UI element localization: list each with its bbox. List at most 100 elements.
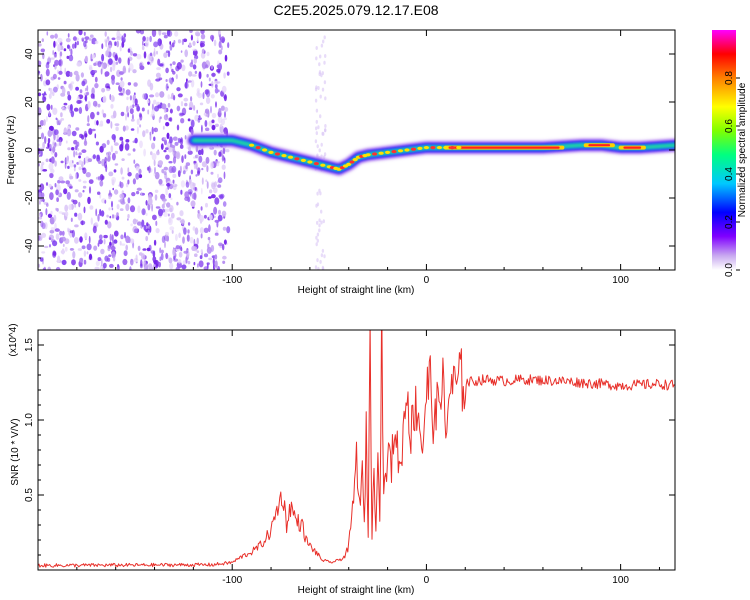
noise-speckle: [172, 146, 176, 153]
noise-speckle: [205, 202, 208, 208]
noise-speckle: [185, 255, 188, 264]
noise-speckle: [87, 196, 91, 205]
noise-speckle: [183, 97, 189, 102]
noise-speckle: [174, 141, 179, 146]
noise-speckle: [177, 259, 182, 264]
noise-speckle: [195, 174, 198, 177]
noise-speckle: [208, 214, 213, 221]
noise-speckle: [122, 258, 128, 266]
noise-speckle: [88, 38, 93, 41]
noise-speckle: [116, 40, 120, 48]
noise-speckle: [61, 236, 66, 242]
noise-speckle: [224, 107, 229, 112]
noise-speckle: [111, 152, 116, 161]
noise-speckle: [104, 71, 110, 77]
noise-speckle: [315, 203, 318, 208]
noise-speckle: [73, 166, 76, 172]
noise-speckle: [52, 50, 54, 56]
noise-speckle: [163, 149, 167, 153]
noise-speckle: [152, 99, 157, 105]
snr-plot-area: [38, 330, 675, 568]
noise-speckle: [54, 183, 57, 188]
noise-speckle: [84, 96, 87, 101]
noise-speckle: [314, 265, 318, 270]
noise-speckle: [172, 156, 177, 164]
noise-speckle: [222, 146, 226, 155]
noise-speckle: [133, 82, 138, 87]
noise-speckle: [142, 40, 144, 46]
noise-speckle: [199, 227, 204, 234]
noise-speckle: [319, 114, 322, 119]
y-tick-label: -20: [24, 190, 35, 205]
noise-speckle: [52, 251, 57, 256]
noise-speckle: [223, 171, 226, 180]
noise-speckle: [214, 219, 220, 223]
noise-speckle: [211, 124, 216, 131]
noise-speckle: [133, 159, 136, 164]
noise-speckle: [101, 53, 105, 62]
noise-speckle: [314, 98, 318, 103]
noise-speckle: [169, 226, 175, 231]
noise-speckle: [83, 40, 87, 48]
noise-speckle: [78, 107, 83, 114]
noise-speckle: [127, 214, 130, 219]
colorbar-tick-label: 0.2: [724, 215, 735, 229]
noise-speckle: [108, 207, 111, 211]
noise-speckle: [150, 250, 156, 254]
noise-speckle: [47, 138, 51, 144]
noise-speckle: [70, 110, 75, 118]
noise-speckle: [149, 225, 152, 233]
x-tick-label: -100: [222, 575, 242, 586]
noise-speckle: [146, 99, 150, 104]
noise-speckle: [155, 92, 159, 98]
noise-speckle: [324, 124, 327, 128]
noise-speckle: [58, 211, 63, 214]
noise-speckle: [120, 234, 124, 240]
noise-speckle: [214, 197, 220, 205]
snr-y-label: SNR (10 * V/V): [10, 418, 21, 485]
noise-speckle: [140, 259, 143, 267]
noise-speckle: [71, 147, 75, 151]
noise-speckle: [129, 95, 132, 101]
noise-speckle: [129, 108, 134, 115]
noise-speckle: [153, 260, 157, 264]
noise-speckle: [81, 245, 86, 250]
noise-speckle: [206, 181, 209, 189]
noise-speckle: [67, 33, 70, 38]
noise-speckle: [142, 36, 146, 42]
ridge-blob: [320, 163, 326, 167]
noise-speckle: [92, 154, 97, 160]
noise-speckle: [120, 111, 125, 117]
noise-speckle: [317, 266, 320, 270]
noise-speckle: [50, 156, 55, 164]
noise-speckle: [318, 62, 321, 67]
noise-speckle: [108, 254, 112, 257]
noise-speckle: [107, 44, 112, 49]
noise-speckle: [318, 148, 321, 153]
colorbar-tick-label: 0.0: [724, 263, 735, 277]
noise-speckle: [42, 198, 45, 203]
noise-speckle: [164, 241, 166, 249]
noise-speckle: [81, 149, 87, 154]
noise-speckle: [227, 42, 230, 49]
noise-speckle: [211, 72, 216, 77]
noise-speckle: [181, 155, 184, 164]
noise-speckle: [170, 197, 173, 201]
noise-speckle: [41, 251, 46, 254]
noise-speckle: [200, 81, 203, 88]
noise-speckle: [182, 260, 187, 266]
noise-speckle: [190, 200, 196, 207]
noise-speckle: [142, 93, 147, 100]
noise-speckle: [106, 152, 109, 159]
noise-speckle: [105, 88, 110, 92]
noise-speckle: [50, 227, 55, 231]
noise-speckle: [78, 179, 82, 182]
noise-speckle: [39, 154, 41, 158]
ridge-blob: [294, 157, 300, 161]
noise-speckle: [203, 112, 207, 116]
noise-speckle: [149, 133, 152, 141]
noise-speckle: [197, 92, 203, 99]
noise-speckle: [172, 248, 176, 256]
noise-speckle: [54, 228, 60, 232]
noise-speckle: [168, 166, 174, 174]
